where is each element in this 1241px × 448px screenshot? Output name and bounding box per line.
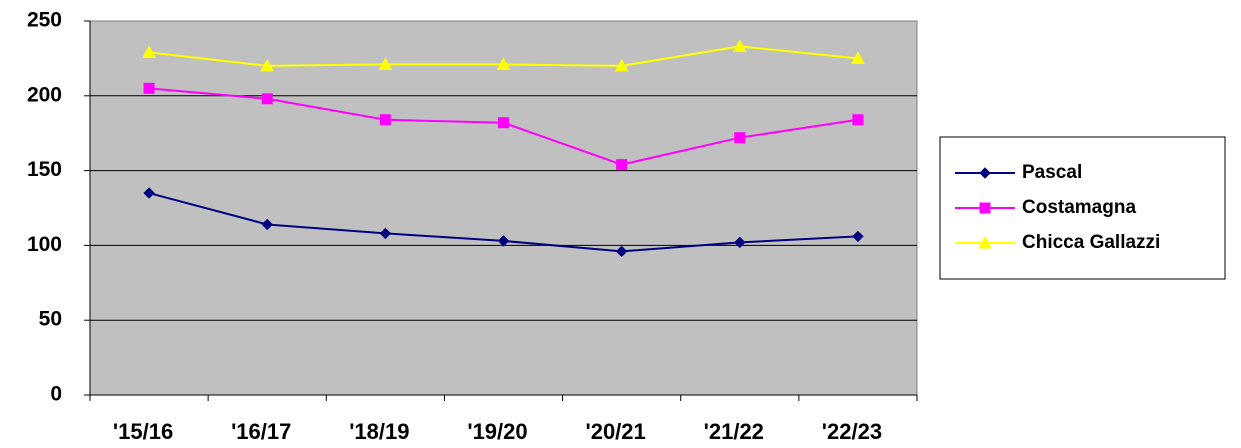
legend-label: Pascal	[1022, 162, 1082, 183]
x-tick-label: '22/23	[822, 419, 882, 444]
x-tick-label: '15/16	[113, 419, 173, 444]
point-marker	[142, 45, 156, 58]
legend-marker	[979, 167, 991, 179]
x-tick-label: '20/21	[585, 419, 645, 444]
point-marker	[379, 227, 392, 240]
point-marker	[852, 230, 864, 243]
point-marker	[616, 159, 628, 171]
point-marker	[143, 187, 155, 199]
point-marker	[732, 39, 747, 52]
point-marker	[260, 58, 275, 72]
x-tick-label: '21/22	[704, 419, 764, 444]
point-marker	[143, 82, 155, 94]
point-marker	[614, 58, 629, 72]
y-tick-label: 50	[39, 308, 62, 331]
y-tick-label: 100	[27, 233, 62, 256]
x-tick-label: '18/19	[349, 419, 409, 444]
legend-marker	[978, 235, 992, 249]
point-marker	[261, 93, 273, 105]
y-tick-label: 150	[27, 158, 62, 181]
point-marker	[615, 245, 628, 258]
point-marker	[379, 114, 391, 126]
legend-label: Costamagna	[1022, 197, 1136, 218]
point-marker	[734, 132, 746, 144]
plot-area	[89, 20, 918, 396]
y-tick-label: 200	[27, 83, 62, 106]
x-tick-label: '16/17	[231, 419, 291, 444]
legend-marker	[979, 202, 991, 214]
point-marker	[852, 114, 864, 126]
point-marker	[497, 235, 510, 247]
y-tick-label: 250	[27, 9, 62, 32]
y-tick-label: 0	[50, 383, 62, 406]
point-marker	[496, 57, 511, 70]
point-marker	[851, 51, 865, 64]
point-marker	[261, 218, 273, 231]
legend-label: Chicca Gallazzi	[1022, 232, 1160, 253]
point-marker	[734, 236, 746, 249]
point-marker	[498, 117, 509, 129]
point-marker	[378, 57, 393, 70]
x-tick-label: '19/20	[467, 419, 527, 444]
